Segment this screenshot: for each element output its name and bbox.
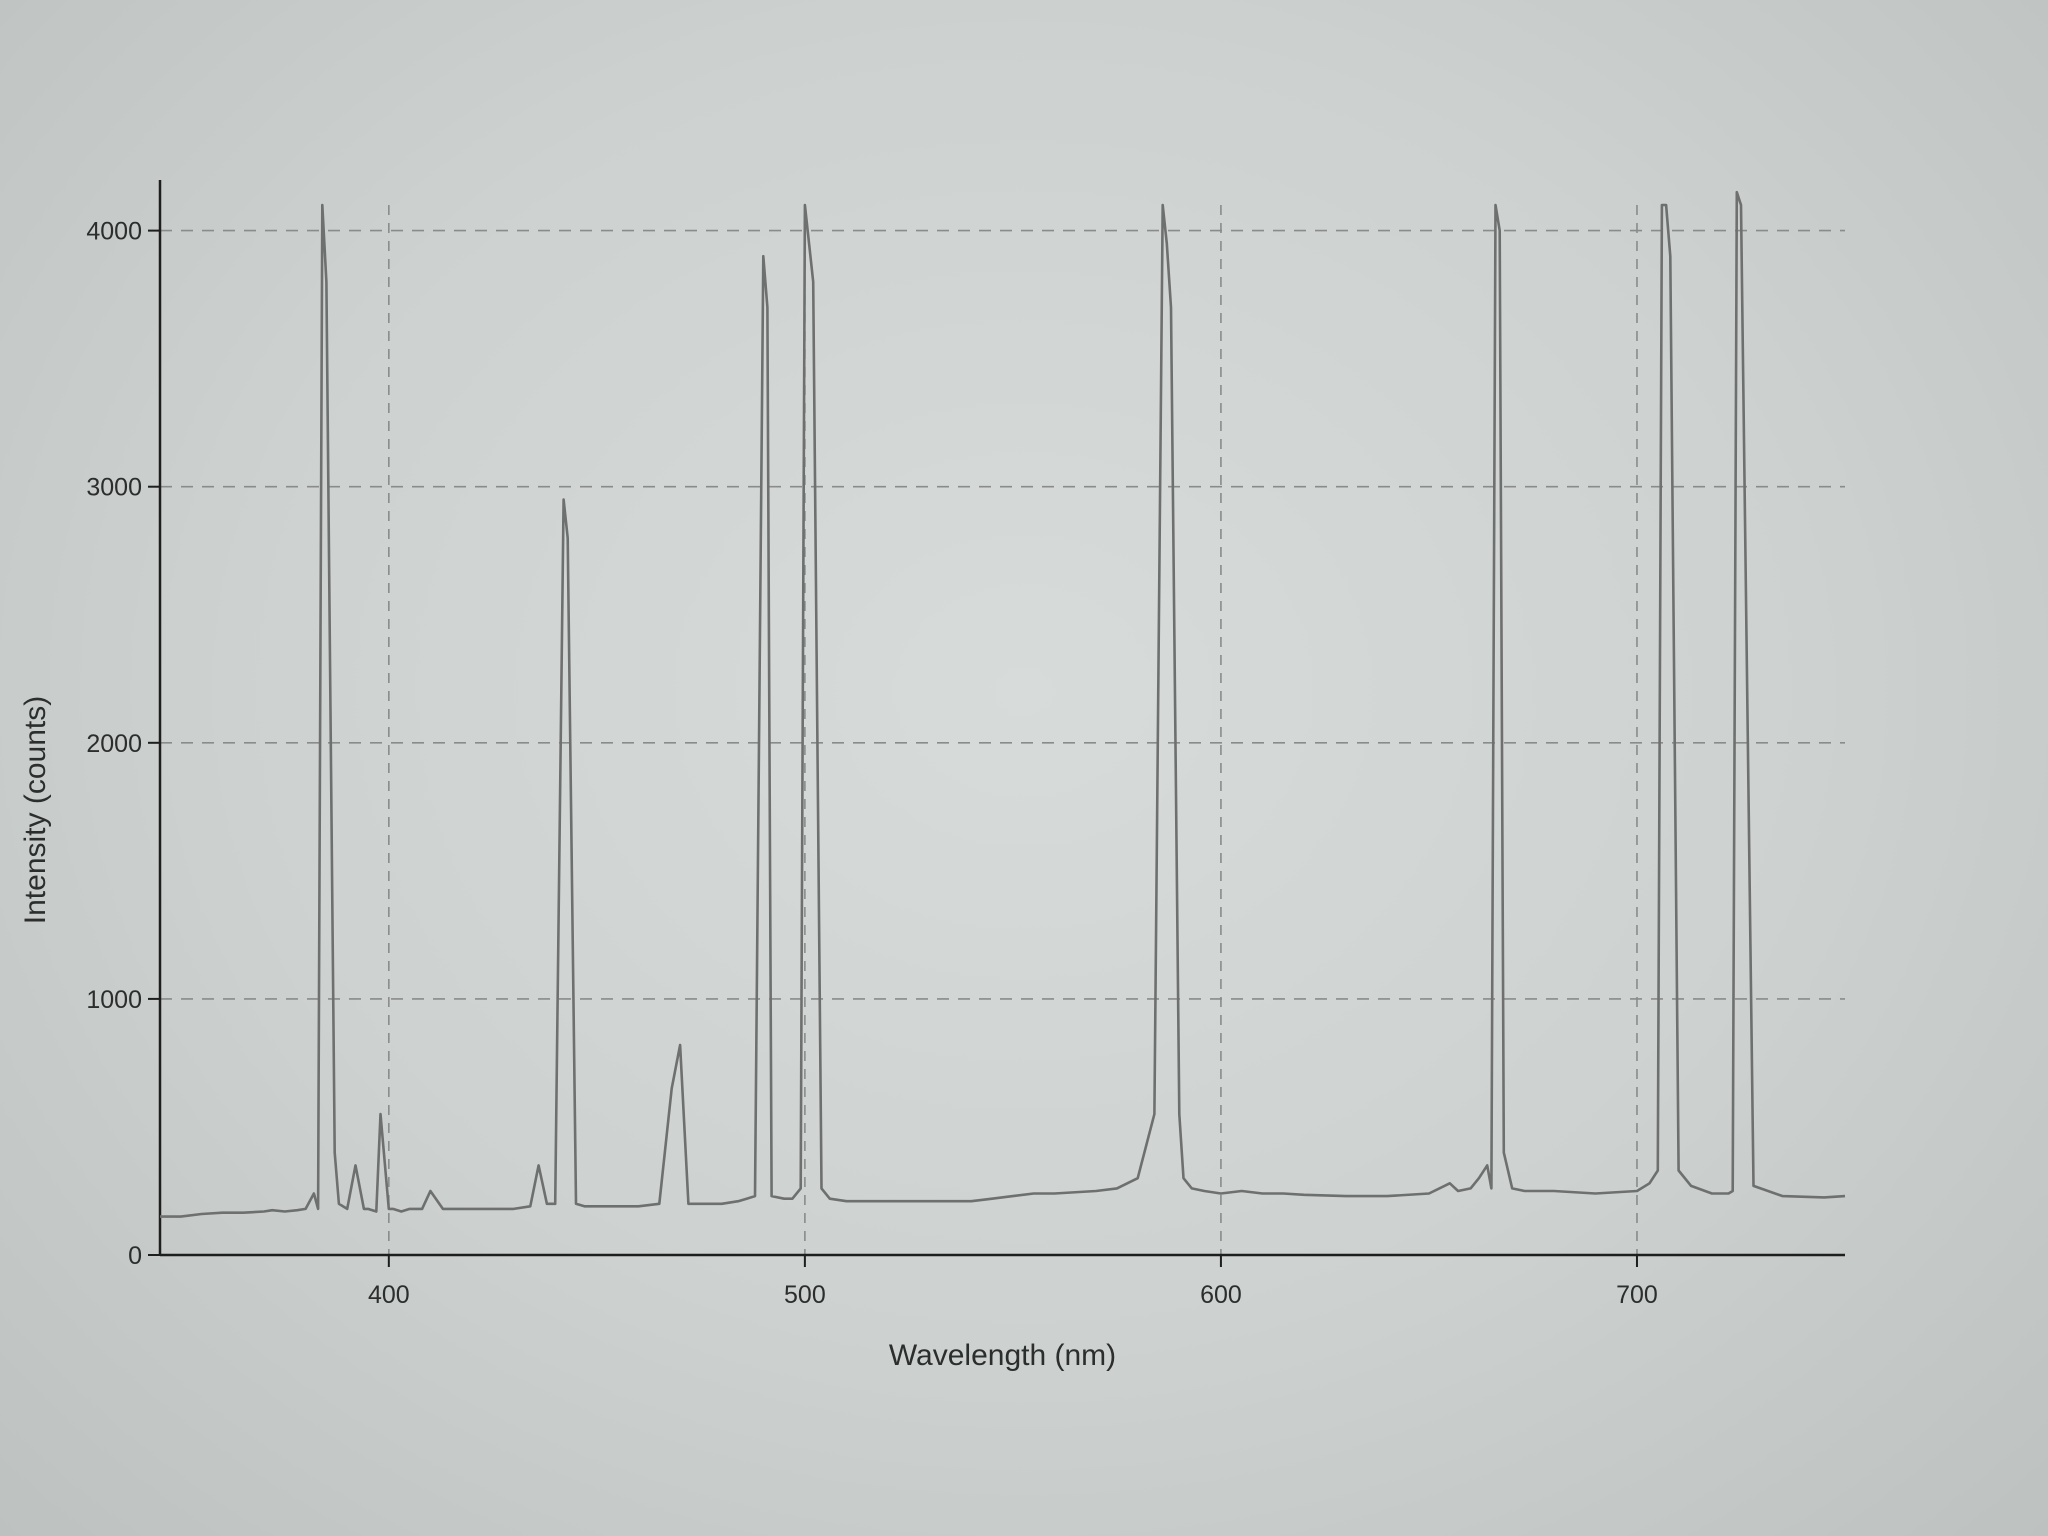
x-axis-title: Wavelength (nm) [889,1339,1116,1372]
axes [158,180,1845,1257]
x-tick-label-400: 400 [368,1281,410,1309]
tick-labels: 400 500 600 700 0 1000 2000 3000 4000 [86,218,1657,1309]
y-tick-label-1000: 1000 [86,986,142,1014]
x-tick-label-500: 500 [784,1281,826,1309]
y-tick-label-4000: 4000 [86,218,142,246]
y-tick-label-2000: 2000 [86,730,142,758]
y-tick-label-3000: 3000 [86,474,142,502]
y-tick-label-0: 0 [128,1242,142,1270]
grid-lines [160,205,1845,1255]
series-line-0 [160,190,1846,1218]
series-layer [160,190,1846,1218]
x-tick-label-600: 600 [1200,1281,1242,1309]
x-tick-label-700: 700 [1616,1281,1658,1309]
y-axis-title: Intensity (counts) [19,696,52,924]
